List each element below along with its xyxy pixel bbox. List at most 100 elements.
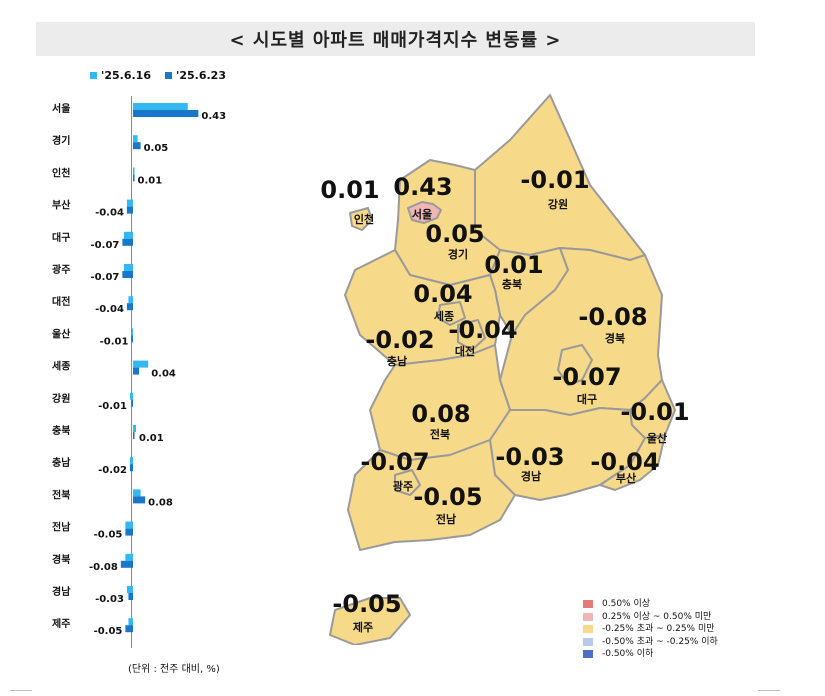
map-value-전북: 0.08 (411, 400, 470, 428)
region-대전 (457, 319, 486, 351)
category-label: 경기 (52, 134, 70, 147)
bar-legend: '25.6.16 '25.6.23 (90, 69, 226, 82)
corner-mark (10, 690, 32, 691)
region-대구 (557, 344, 593, 386)
data-label: -0.04 (95, 208, 124, 219)
bar-prev (133, 425, 137, 432)
bar-prev (123, 231, 133, 239)
legend-label-curr: '25.6.23 (176, 69, 226, 82)
map-legend-label: -0.25% 초과 ~ 0.25% 미만 (602, 624, 715, 634)
map-legend-swatch (583, 625, 593, 634)
map-legend-row: -0.25% 초과 ~ 0.25% 미만 (583, 623, 718, 636)
map-region-label-광주: 광주 (393, 480, 413, 493)
map-value-인천: 0.01 (320, 176, 379, 204)
map-labels: 0.43서울0.01인천0.05경기-0.01강원0.01충북0.04세종-0.… (320, 166, 689, 634)
region-전남 (347, 439, 516, 551)
map-region-label-경북: 경북 (605, 331, 625, 345)
map-region-label-서울: 서울 (412, 207, 432, 221)
map-region-label-울산: 울산 (647, 431, 667, 445)
corner-mark (758, 690, 780, 691)
region-인천 (349, 207, 373, 231)
map-value-충북: 0.01 (484, 251, 543, 279)
data-label: -0.01 (100, 336, 129, 347)
bar-prev (133, 489, 141, 497)
bar-curr (133, 367, 140, 375)
map-region-label-충남: 충남 (387, 354, 407, 368)
map-legend-row: 0.25% 이상 ~ 0.50% 미만 (583, 611, 718, 624)
map-value-세종: 0.04 (413, 280, 472, 308)
map-legend-label: -0.50% 이하 (602, 649, 654, 659)
category-label: 대전 (52, 295, 70, 308)
bar-prev (129, 457, 133, 465)
category-label: 대구 (52, 231, 70, 244)
bar-curr (129, 464, 133, 472)
category-label: 서울 (52, 102, 70, 115)
data-label: 0.05 (144, 143, 169, 154)
map-region-label-전남: 전남 (436, 512, 456, 526)
bar-curr (125, 528, 133, 536)
bar-prev (133, 135, 138, 143)
map-value-광주: -0.07 (360, 448, 429, 476)
map-value-경남: -0.03 (495, 443, 564, 471)
data-label: -0.07 (91, 240, 120, 251)
map-legend-swatch (583, 637, 593, 646)
bar-curr (133, 432, 135, 439)
map-legend-label: 0.50% 이상 (602, 599, 651, 609)
bar-curr (133, 174, 135, 182)
legend-label-prev: '25.6.16 (101, 69, 151, 82)
data-label: 0.01 (139, 433, 164, 444)
map-region-label-강원: 강원 (548, 197, 568, 211)
category-label: 전남 (52, 521, 71, 534)
map-legend-label: -0.50% 초과 ~ -0.25% 이하 (602, 636, 718, 647)
page-title: < 시도별 아파트 매매가격지수 변동률 > (36, 22, 755, 56)
map-legend-swatch (583, 612, 593, 621)
map-value-제주: -0.05 (332, 590, 401, 618)
category-label: 제주 (52, 617, 70, 630)
category-label: 경남 (52, 585, 71, 598)
chart-zero-axis-frame (131, 96, 132, 648)
unit-note: (단위 : 전주 대비, %) (128, 664, 220, 675)
category-label: 부산 (52, 199, 71, 212)
category-label: 충북 (52, 424, 70, 437)
region-서울 (407, 201, 442, 224)
bar-curr (131, 335, 133, 343)
category-label: 강원 (52, 392, 70, 405)
map-region-label-경기: 경기 (448, 247, 468, 261)
map-legend-swatch (583, 600, 593, 609)
data-label: -0.03 (95, 594, 124, 605)
bar-chart: 서울 0.43 경기 0.05 인천 0.01 부산 -0.04 대구 -0.07 광주 -0.07 대… (52, 102, 226, 637)
bar-curr (131, 399, 133, 407)
map-legend: 0.50% 이상 0.25% 이상 ~ 0.50% 미만 -0.25% 초과 ~… (583, 598, 718, 661)
data-label: 0.01 (138, 175, 163, 186)
data-label: 0.08 (148, 497, 173, 508)
bar-prev (126, 199, 133, 207)
map-region-label-대구: 대구 (577, 392, 597, 406)
map-value-경기: 0.05 (425, 220, 484, 248)
map-value-울산: -0.01 (620, 398, 689, 426)
bar-prev (133, 103, 188, 110)
category-label: 경북 (52, 553, 70, 566)
map-value-대전: -0.04 (448, 316, 517, 344)
data-label: -0.04 (95, 304, 124, 315)
region-map: 0.43서울0.01인천0.05경기-0.01강원0.01충북0.04세종-0.… (320, 94, 690, 645)
bar-prev (125, 521, 133, 529)
map-region-label-부산: 부산 (616, 471, 636, 485)
bar-curr (120, 560, 133, 568)
map-value-충남: -0.02 (365, 326, 434, 354)
data-label: -0.02 (98, 465, 127, 476)
map-shapes (329, 94, 676, 645)
map-legend-row: -0.50% 초과 ~ -0.25% 이하 (583, 636, 718, 649)
map-value-강원: -0.01 (520, 166, 589, 194)
map-region-label-대전: 대전 (455, 344, 475, 358)
map-legend-swatch (583, 650, 593, 659)
bar-prev (125, 553, 133, 561)
legend-item-curr: '25.6.23 (165, 69, 226, 82)
map-value-대구: -0.07 (552, 363, 621, 391)
category-label: 울산 (52, 327, 71, 340)
map-region-label-제주: 제주 (353, 620, 373, 634)
data-label: 0.43 (201, 111, 226, 122)
bar-prev (126, 586, 133, 593)
map-legend-row: -0.50% 이하 (583, 648, 718, 661)
map-value-전남: -0.05 (413, 483, 482, 511)
data-label: -0.05 (94, 626, 123, 637)
